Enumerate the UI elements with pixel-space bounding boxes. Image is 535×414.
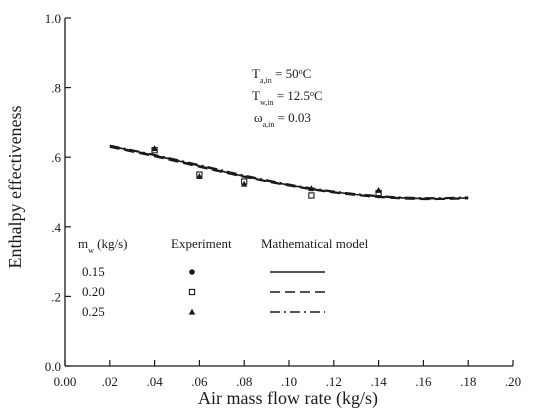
- y-axis-label: Enthalpy effectiveness: [5, 105, 25, 268]
- legend-marker-triangle: [188, 308, 196, 315]
- legend-header-model: Mathematical model: [261, 236, 369, 251]
- x-tick-label: .16: [415, 374, 432, 389]
- legend-rows: 0.15 0.20 0.25: [82, 264, 325, 319]
- legend-row-label: 0.15: [82, 264, 105, 279]
- x-axis-label: Air mass flow rate (kg/s): [198, 388, 378, 409]
- model-curve-solid: [109, 145, 469, 200]
- condition-inlet-humidity: ωa,in = 0.03: [254, 110, 311, 129]
- x-tick-label: .06: [191, 374, 208, 389]
- conditions-annotation: Ta,in = 50oC Tw,in = 12.5oC ωa,in = 0.03: [252, 66, 323, 129]
- y-tick-label: .8: [51, 81, 61, 96]
- x-tick-label: .20: [505, 374, 521, 389]
- x-tick-label: .04: [146, 374, 163, 389]
- y-tick-label: .6: [51, 150, 61, 165]
- data-points: [151, 145, 382, 199]
- data-point-triangle: [151, 145, 158, 152]
- condition-air-inlet-temp: Ta,in = 50oC: [252, 66, 311, 85]
- data-point-triangle: [308, 185, 315, 192]
- x-tick-label: .08: [236, 374, 252, 389]
- x-tick-label: .14: [370, 374, 387, 389]
- tick-marks: [64, 17, 514, 367]
- data-point-triangle: [196, 172, 203, 179]
- legend-header-parameter: mw (kg/s): [78, 236, 128, 255]
- tick-labels: 0.00 .02 .04 .06 .08 .10 .12 .14 .16 .18 .20 0.0 .2.…: [45, 11, 521, 389]
- legend-row-label: 0.25: [82, 304, 105, 319]
- x-tick-label: .10: [281, 374, 297, 389]
- y-tick-label: .4: [51, 220, 61, 235]
- x-tick-label: .18: [460, 374, 476, 389]
- y-tick-label: 1.0: [45, 11, 61, 26]
- model-curve-dashed: [109, 146, 469, 201]
- model-curves: [109, 144, 469, 201]
- legend-marker-circle: [189, 269, 195, 275]
- x-tick-label: 0.00: [54, 374, 77, 389]
- x-tick-label: .12: [326, 374, 342, 389]
- x-tick-label: .02: [102, 374, 118, 389]
- condition-water-inlet-temp: Tw,in = 12.5oC: [252, 88, 323, 107]
- y-tick-label: 0.0: [45, 359, 61, 374]
- model-curve-dashdot: [109, 144, 469, 199]
- legend: mw (kg/s) Experiment Mathematical model …: [78, 236, 369, 319]
- legend-header-experiment: Experiment: [171, 236, 232, 251]
- data-point-triangle: [241, 180, 248, 187]
- legend-marker-square: [188, 288, 196, 296]
- data-point-triangle: [375, 186, 382, 193]
- y-tick-label: .2: [51, 289, 61, 304]
- data-point-square: [308, 192, 315, 199]
- legend-row-label: 0.20: [82, 284, 105, 299]
